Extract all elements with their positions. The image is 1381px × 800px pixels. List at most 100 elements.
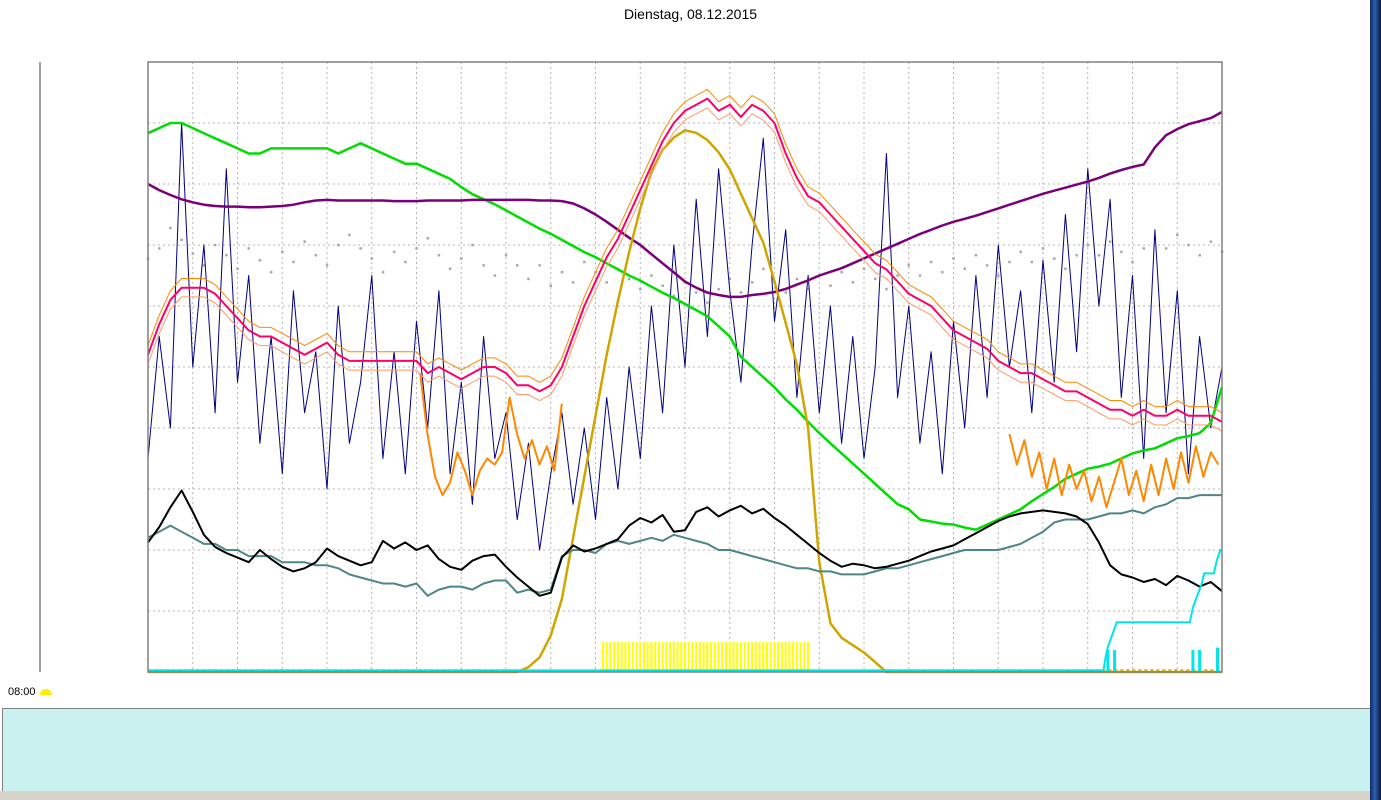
series-richtung-dot: [381, 270, 385, 274]
series-richtung-dot: [225, 253, 228, 257]
series-richtung-dot: [974, 253, 978, 257]
series-richtung-dot: [639, 287, 642, 291]
series-richtung-dot: [560, 270, 564, 274]
series-richtung-dot: [1187, 243, 1190, 247]
sensor-summary-table: [2, 708, 1372, 793]
series-feuchte-a--line: [147, 110, 1223, 299]
series-richtung-dot: [795, 277, 799, 281]
series-richtung-dot: [571, 281, 575, 284]
series-richtung-dot: [762, 267, 765, 271]
series-richtung-dot: [1164, 247, 1168, 250]
series-richtung-dot: [1019, 250, 1022, 254]
series-richtung-dot: [627, 277, 631, 281]
series-temp-a--line: [147, 97, 1223, 423]
series-richtung-dot: [997, 274, 1000, 277]
series-richtung-dot: [672, 294, 676, 298]
series-richtung-dot: [448, 267, 452, 271]
corner-time-label: 08:00: [8, 686, 36, 698]
series-richtung-dot: [1209, 240, 1213, 243]
series-richtung-dot: [1108, 240, 1112, 243]
series-richtung-dot: [1131, 260, 1134, 264]
series-windchill-line: [419, 372, 563, 497]
series-richtung-dot: [873, 277, 877, 281]
series-richtung-dot: [605, 281, 608, 284]
series-richtung-dot: [862, 267, 866, 271]
series-luftdruck-line: [147, 121, 1224, 531]
series-richtung-dot: [247, 247, 250, 250]
series-richtung-dot: [258, 259, 262, 262]
series-wind-line: [147, 489, 1223, 597]
series-richtung-dot: [650, 274, 653, 277]
series-richtung-dot: [471, 243, 474, 247]
series-richtung-dot: [180, 238, 183, 242]
series-richtung-dot: [303, 240, 306, 243]
series-richtung-dot: [784, 291, 787, 294]
series-richtung-dot: [1008, 260, 1011, 264]
series-richtung-dot: [549, 284, 553, 287]
series-richtung-dot: [236, 267, 239, 271]
series-richtung-dot: [269, 270, 273, 274]
series-richtung-dot: [739, 291, 743, 294]
series-richtung-dot: [1120, 250, 1123, 254]
series-richtung-dot: [415, 247, 418, 250]
series-richtung-dot: [191, 252, 195, 255]
series-richtung-dot: [907, 264, 911, 267]
window-edge-band: [1370, 0, 1381, 800]
series-richtung-dot: [1198, 253, 1201, 257]
series-temp-a-min-line: [147, 107, 1223, 432]
series-richtung-dot: [504, 253, 508, 257]
series-richtung-dot: [583, 260, 586, 264]
chart-title: Dienstag, 08.12.2015: [623, 6, 758, 22]
series-richtung-dot: [538, 264, 541, 267]
series-richtung-dot: [515, 264, 519, 267]
series-richtung-dot: [482, 264, 485, 267]
series-richtung-dot: [728, 277, 732, 281]
series-taupunkt-line: [147, 494, 1222, 597]
series-richtung-dot: [359, 247, 362, 250]
series-richtung-dot: [169, 226, 172, 230]
series-windchill-line: [1008, 433, 1220, 509]
series-richtung-dot: [1052, 257, 1056, 260]
series-richtung-dot: [829, 284, 832, 287]
series-richtung-dot: [1086, 243, 1090, 247]
status-bar: [0, 791, 1370, 800]
series-richtung-dot: [896, 274, 899, 277]
series-richtung-dot: [404, 260, 407, 264]
series-richtung-dot: [952, 257, 955, 260]
series-richtung-dot: [941, 270, 944, 274]
series-richtung-dot: [1064, 267, 1067, 271]
series-richtung-dot: [694, 291, 698, 294]
series-richtung-dot: [213, 243, 217, 247]
series-richtung-dot: [985, 264, 989, 267]
series-richtung-dot: [806, 287, 810, 291]
series-richtung-dot: [460, 257, 463, 260]
series-richtung-dot: [157, 247, 161, 250]
series-richtung-dot: [1030, 260, 1034, 264]
series-richtung-dot: [493, 274, 497, 277]
series-richtung-dot: [392, 250, 396, 254]
series-richtung-dot: [851, 281, 855, 284]
series-richtung-dot: [1142, 247, 1145, 250]
plot-border: [147, 61, 1223, 673]
series-richtung-dot: [348, 233, 351, 237]
series-richtung-dot: [281, 250, 284, 254]
series-richtung-dot: [370, 257, 374, 260]
series-richtung-dot: [1041, 247, 1045, 250]
series-regen-total-line: [148, 548, 1222, 672]
half-sun-icon: [39, 689, 52, 695]
series-richtung-dot: [527, 277, 530, 281]
series-richtung-dot: [706, 301, 709, 304]
series-richtung-dot: [661, 284, 664, 287]
series-richtung-dot: [885, 287, 888, 291]
series-richtung-dot: [426, 237, 429, 240]
series-richtung-dot: [314, 253, 318, 257]
chart-plot-area[interactable]: [148, 62, 1222, 672]
series-richtung-dot: [918, 274, 922, 277]
series-richtung-dot: [292, 260, 295, 264]
series-richtung-dot: [202, 264, 206, 267]
series-richtung-dot: [437, 253, 441, 257]
series-richtung-dot: [750, 281, 754, 284]
series-richtung-dot: [1097, 253, 1101, 257]
